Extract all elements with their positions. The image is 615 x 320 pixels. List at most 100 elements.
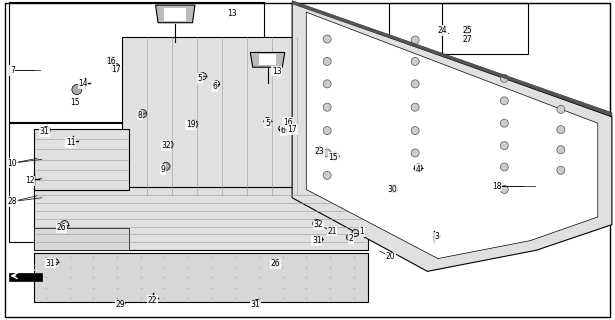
Bar xyxy=(9,122,134,242)
Text: 9: 9 xyxy=(161,165,165,174)
Text: 27: 27 xyxy=(462,35,472,44)
Text: 3: 3 xyxy=(434,232,439,241)
Text: 31: 31 xyxy=(39,127,49,136)
Circle shape xyxy=(162,163,170,170)
Text: 21: 21 xyxy=(327,227,337,236)
Circle shape xyxy=(264,117,271,124)
Text: 31: 31 xyxy=(312,236,322,245)
Circle shape xyxy=(463,33,472,42)
Polygon shape xyxy=(34,187,368,250)
Text: 32: 32 xyxy=(314,220,323,229)
Bar xyxy=(34,228,129,250)
Bar xyxy=(442,3,528,54)
Text: 26: 26 xyxy=(57,223,66,232)
Circle shape xyxy=(165,140,173,148)
Circle shape xyxy=(60,221,69,228)
Circle shape xyxy=(323,172,331,179)
Circle shape xyxy=(119,300,125,306)
Text: 15: 15 xyxy=(70,98,80,107)
Text: 11: 11 xyxy=(66,138,76,147)
Text: 28: 28 xyxy=(7,197,17,206)
Circle shape xyxy=(323,103,331,111)
Circle shape xyxy=(500,141,509,149)
Circle shape xyxy=(411,36,419,44)
Circle shape xyxy=(463,25,472,33)
Text: 19: 19 xyxy=(186,120,196,129)
Text: 6: 6 xyxy=(280,126,285,135)
Circle shape xyxy=(315,147,324,155)
Polygon shape xyxy=(164,8,186,21)
Text: 29: 29 xyxy=(115,300,125,309)
Polygon shape xyxy=(292,3,612,271)
Circle shape xyxy=(254,300,260,305)
Text: 24: 24 xyxy=(438,26,448,35)
Text: 25: 25 xyxy=(462,26,472,35)
Bar xyxy=(389,3,610,200)
Circle shape xyxy=(411,126,419,134)
Text: 7: 7 xyxy=(10,66,15,75)
Circle shape xyxy=(279,126,285,132)
Circle shape xyxy=(411,80,419,88)
Text: 13: 13 xyxy=(272,67,282,76)
Text: 5: 5 xyxy=(265,119,270,128)
Circle shape xyxy=(352,229,359,236)
Circle shape xyxy=(274,260,280,266)
Text: 12: 12 xyxy=(25,176,34,185)
Circle shape xyxy=(500,74,509,82)
Text: 18: 18 xyxy=(492,182,502,191)
Text: 13: 13 xyxy=(228,9,237,18)
Text: 17: 17 xyxy=(287,125,297,134)
Circle shape xyxy=(346,235,352,240)
Circle shape xyxy=(557,126,565,134)
Polygon shape xyxy=(306,12,598,259)
Polygon shape xyxy=(34,129,129,190)
Text: 31: 31 xyxy=(46,259,55,268)
Circle shape xyxy=(42,126,50,134)
Text: 26: 26 xyxy=(271,260,280,268)
Circle shape xyxy=(389,185,398,193)
Circle shape xyxy=(414,164,423,172)
Text: 10: 10 xyxy=(7,159,17,168)
Text: 22: 22 xyxy=(148,296,157,305)
Circle shape xyxy=(189,120,198,128)
Circle shape xyxy=(323,35,331,43)
Text: 5: 5 xyxy=(197,74,202,83)
Text: FR.: FR. xyxy=(25,264,39,273)
Circle shape xyxy=(327,226,335,233)
Circle shape xyxy=(500,163,509,171)
Circle shape xyxy=(323,80,331,88)
Circle shape xyxy=(557,146,565,154)
Circle shape xyxy=(331,152,339,160)
Polygon shape xyxy=(156,5,195,23)
Circle shape xyxy=(500,119,509,127)
Text: 15: 15 xyxy=(328,153,338,162)
Circle shape xyxy=(138,109,147,117)
Circle shape xyxy=(52,259,58,265)
Polygon shape xyxy=(292,1,612,116)
Text: 30: 30 xyxy=(387,185,397,194)
Text: 8: 8 xyxy=(138,111,143,120)
Circle shape xyxy=(500,186,509,193)
Circle shape xyxy=(411,149,419,157)
Circle shape xyxy=(199,73,207,80)
Circle shape xyxy=(312,220,321,227)
Circle shape xyxy=(411,58,419,65)
Text: 14: 14 xyxy=(78,79,88,88)
Text: 2: 2 xyxy=(348,234,353,243)
Polygon shape xyxy=(9,273,42,281)
Circle shape xyxy=(213,81,220,87)
Circle shape xyxy=(557,105,565,113)
Polygon shape xyxy=(250,52,285,67)
Circle shape xyxy=(411,103,419,111)
Circle shape xyxy=(72,84,82,95)
Text: 17: 17 xyxy=(111,65,121,74)
Circle shape xyxy=(323,58,331,65)
Text: 16: 16 xyxy=(283,118,293,127)
Bar xyxy=(9,2,264,123)
Text: 16: 16 xyxy=(106,57,116,66)
Circle shape xyxy=(557,166,565,174)
Circle shape xyxy=(323,149,331,157)
Circle shape xyxy=(317,236,323,242)
Text: 6: 6 xyxy=(213,82,218,91)
Polygon shape xyxy=(122,37,347,195)
